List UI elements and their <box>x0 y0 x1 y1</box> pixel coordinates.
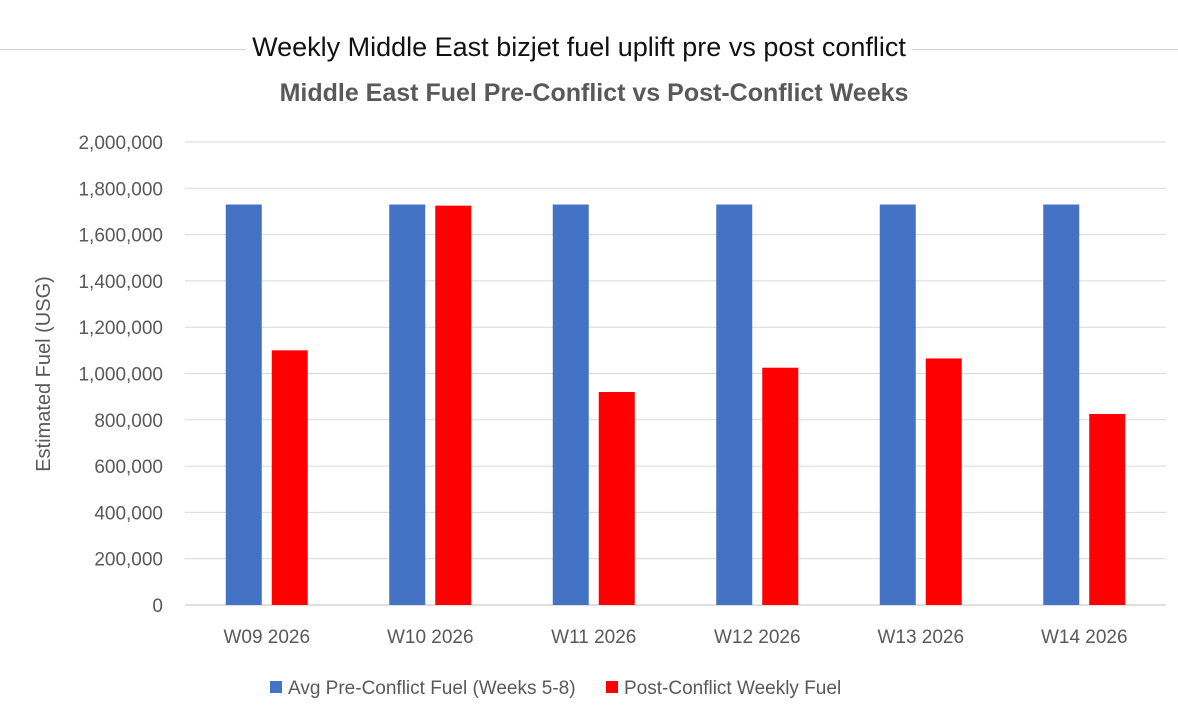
x-tick-label: W10 2026 <box>387 627 474 648</box>
x-axis-ticks: W09 2026 W10 2026 W11 2026 W12 2026 W13 2026… <box>223 627 1127 648</box>
bar-pre-conflict <box>716 204 753 605</box>
bar-post-conflict <box>271 350 308 605</box>
y-tick-label: 400,000 <box>94 503 163 524</box>
legend-label: Post-Conflict Weekly Fuel <box>624 678 841 699</box>
legend-swatch <box>606 681 618 693</box>
y-tick-label: 2,000,000 <box>78 133 163 154</box>
x-tick-label: W11 2026 <box>551 627 636 648</box>
chart-title: Middle East Fuel Pre-Conflict vs Post-Co… <box>280 79 909 107</box>
bar-post-conflict <box>925 358 962 605</box>
y-tick-label: 800,000 <box>94 411 163 432</box>
bar-pre-conflict <box>1043 204 1080 605</box>
bar-post-conflict <box>598 392 635 605</box>
legend-swatch <box>270 681 282 693</box>
gridlines <box>185 141 1166 606</box>
bar-pre-conflict <box>225 204 262 605</box>
y-tick-label: 1,000,000 <box>78 365 163 386</box>
y-tick-label: 1,600,000 <box>78 226 163 247</box>
bar-post-conflict <box>1089 414 1126 605</box>
bar-pre-conflict <box>389 204 426 605</box>
bar-pre-conflict <box>879 204 916 605</box>
y-tick-label: 1,400,000 <box>78 272 163 293</box>
y-tick-label: 200,000 <box>94 550 163 571</box>
y-axis-ticks: 0 200,000 400,000 600,000 800,000 1,000,000 1,… <box>78 133 163 617</box>
x-tick-label: W12 2026 <box>714 627 801 648</box>
y-tick-label: 600,000 <box>94 457 163 478</box>
y-tick-label: 1,800,000 <box>78 179 163 200</box>
legend-label: Avg Pre-Conflict Fuel (Weeks 5-8) <box>288 678 576 699</box>
y-tick-label: 1,200,000 <box>78 318 163 339</box>
bar-pre-conflict <box>552 204 589 605</box>
y-axis-label: Estimated Fuel (USG) <box>33 276 55 472</box>
x-tick-label: W13 2026 <box>877 627 964 648</box>
x-tick-label: W14 2026 <box>1041 627 1128 648</box>
legend: Avg Pre-Conflict Fuel (Weeks 5-8) Post-Co… <box>270 678 841 699</box>
y-tick-label: 0 <box>152 596 163 617</box>
bars <box>225 204 1126 605</box>
bar-post-conflict <box>762 367 799 605</box>
bar-post-conflict <box>435 205 472 605</box>
page-heading: Weekly Middle East bizjet fuel uplift pr… <box>0 28 1158 66</box>
x-tick-label: W09 2026 <box>223 627 310 648</box>
